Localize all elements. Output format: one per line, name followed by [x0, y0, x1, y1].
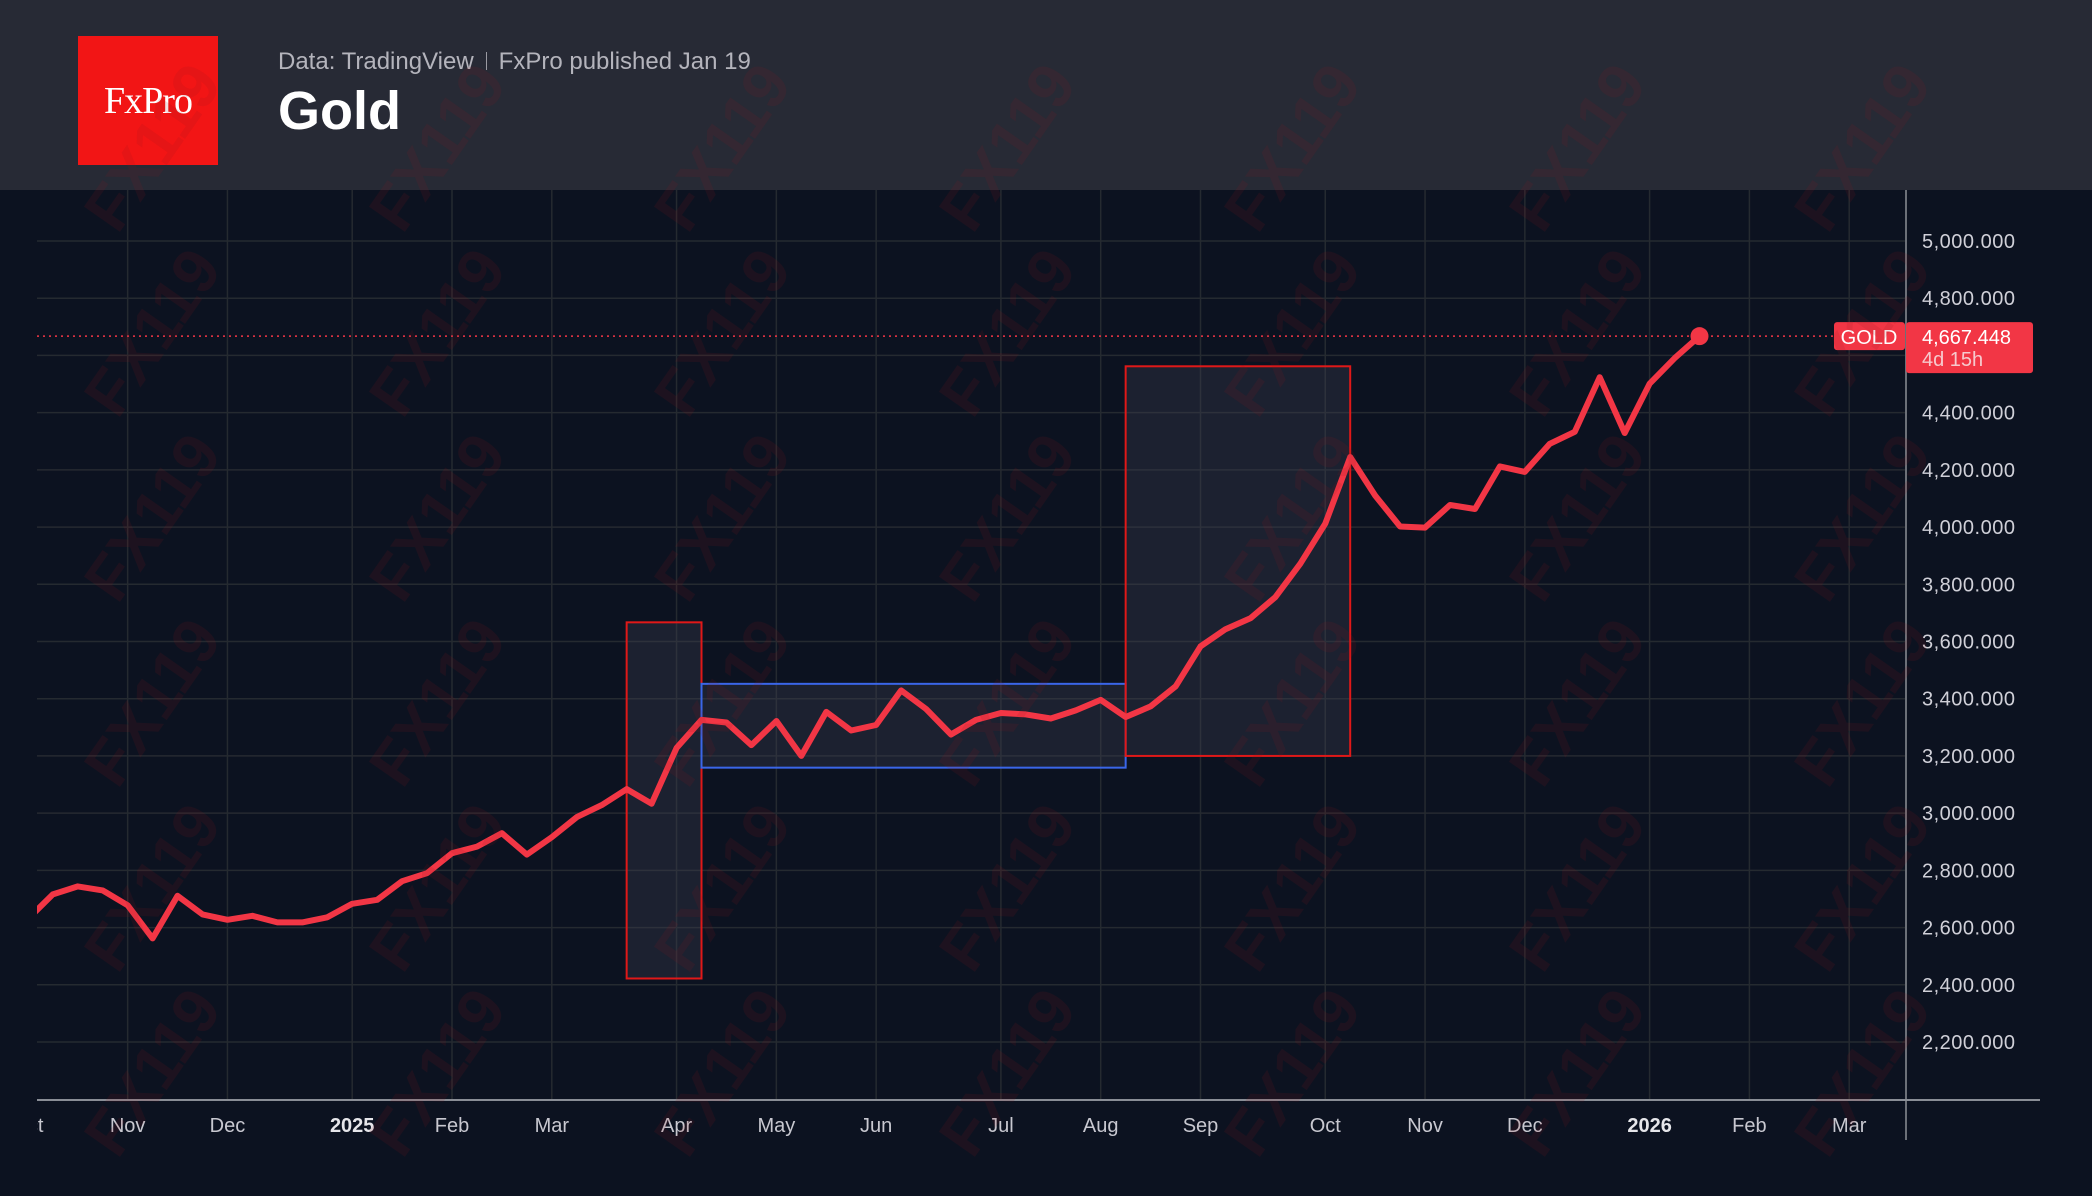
y-tick-label: 2,800.000: [1922, 860, 2015, 882]
fxpro-logo: FxPro: [78, 36, 218, 165]
x-tick-label: Nov: [110, 1115, 146, 1137]
grid: [37, 183, 1906, 1100]
x-tick-label: 2025: [330, 1115, 375, 1137]
chart-subtitle: Data: TradingView FxPro published Jan 19: [278, 48, 751, 76]
x-tick-label: Dec: [1507, 1115, 1543, 1137]
y-tick-label: 4,000.000: [1922, 517, 2015, 539]
y-tick-label: 4,800.000: [1922, 288, 2015, 310]
range-box-red: [625, 621, 703, 980]
x-tick-label: Mar: [1832, 1115, 1867, 1137]
plot-area: [37, 327, 1906, 942]
y-tick-label: 2,400.000: [1922, 975, 2015, 997]
x-tick-label: Feb: [1732, 1115, 1766, 1137]
last-price-badge: [1906, 322, 2033, 374]
x-tick-label: Jul: [988, 1115, 1014, 1137]
last-price-dot: [1690, 327, 1709, 346]
y-tick-label: 2,200.000: [1922, 1032, 2015, 1054]
x-tick-label: May: [757, 1115, 795, 1137]
bar-countdown: 4d 15h: [1922, 349, 1983, 371]
y-tick-label: 3,000.000: [1922, 803, 2015, 825]
gold-price-line: [37, 333, 1703, 942]
symbol-label: GOLD: [1841, 327, 1898, 349]
x-tick-label: Oct: [12, 1115, 44, 1137]
axes: Oct Nov Dec 2025 Feb Mar Apr May Jun Jul Aug Sep Oct…: [12, 190, 2040, 1140]
x-tick-label: 2026: [1627, 1115, 1672, 1137]
y-tick-label: 3,200.000: [1922, 746, 2015, 768]
y-tick-label: 3,600.000: [1922, 632, 2015, 654]
chart-header: FxPro Data: TradingView FxPro published J…: [0, 0, 2092, 190]
chart-title: Gold: [278, 81, 401, 141]
y-tick-label: 3,800.000: [1922, 574, 2015, 596]
x-tick-label: Feb: [435, 1115, 469, 1137]
x-tick-label: Mar: [535, 1115, 570, 1137]
x-tick-label: Apr: [661, 1115, 692, 1137]
last-price-value: 4,667.448: [1922, 327, 2011, 349]
y-tick-label: 2,600.000: [1922, 918, 2015, 940]
y-tick-label: 4,200.000: [1922, 460, 2015, 482]
x-axis-labels: Oct Nov Dec 2025 Feb Mar Apr May Jun Jul Aug Sep Oct…: [12, 1115, 1867, 1137]
x-tick-label: Aug: [1083, 1115, 1119, 1137]
x-tick-label: Jun: [860, 1115, 892, 1137]
x-tick-label: Sep: [1183, 1115, 1219, 1137]
data-source: Data: TradingView: [278, 48, 474, 75]
y-tick-label: 5,000.000: [1922, 231, 2015, 253]
symbol-badge: [1834, 322, 1905, 351]
y-tick-label: 4,400.000: [1922, 403, 2015, 425]
x-tick-label: Nov: [1407, 1115, 1443, 1137]
divider: [485, 52, 487, 70]
range-boxes: [625, 365, 1352, 980]
x-tick-label: Dec: [210, 1115, 246, 1137]
x-tick-label: Oct: [1310, 1115, 1342, 1137]
logo-text: FxPro: [104, 79, 193, 122]
y-tick-label: 3,400.000: [1922, 689, 2015, 711]
published-note: FxPro published Jan 19: [498, 48, 751, 75]
range-box-red: [1124, 365, 1352, 757]
